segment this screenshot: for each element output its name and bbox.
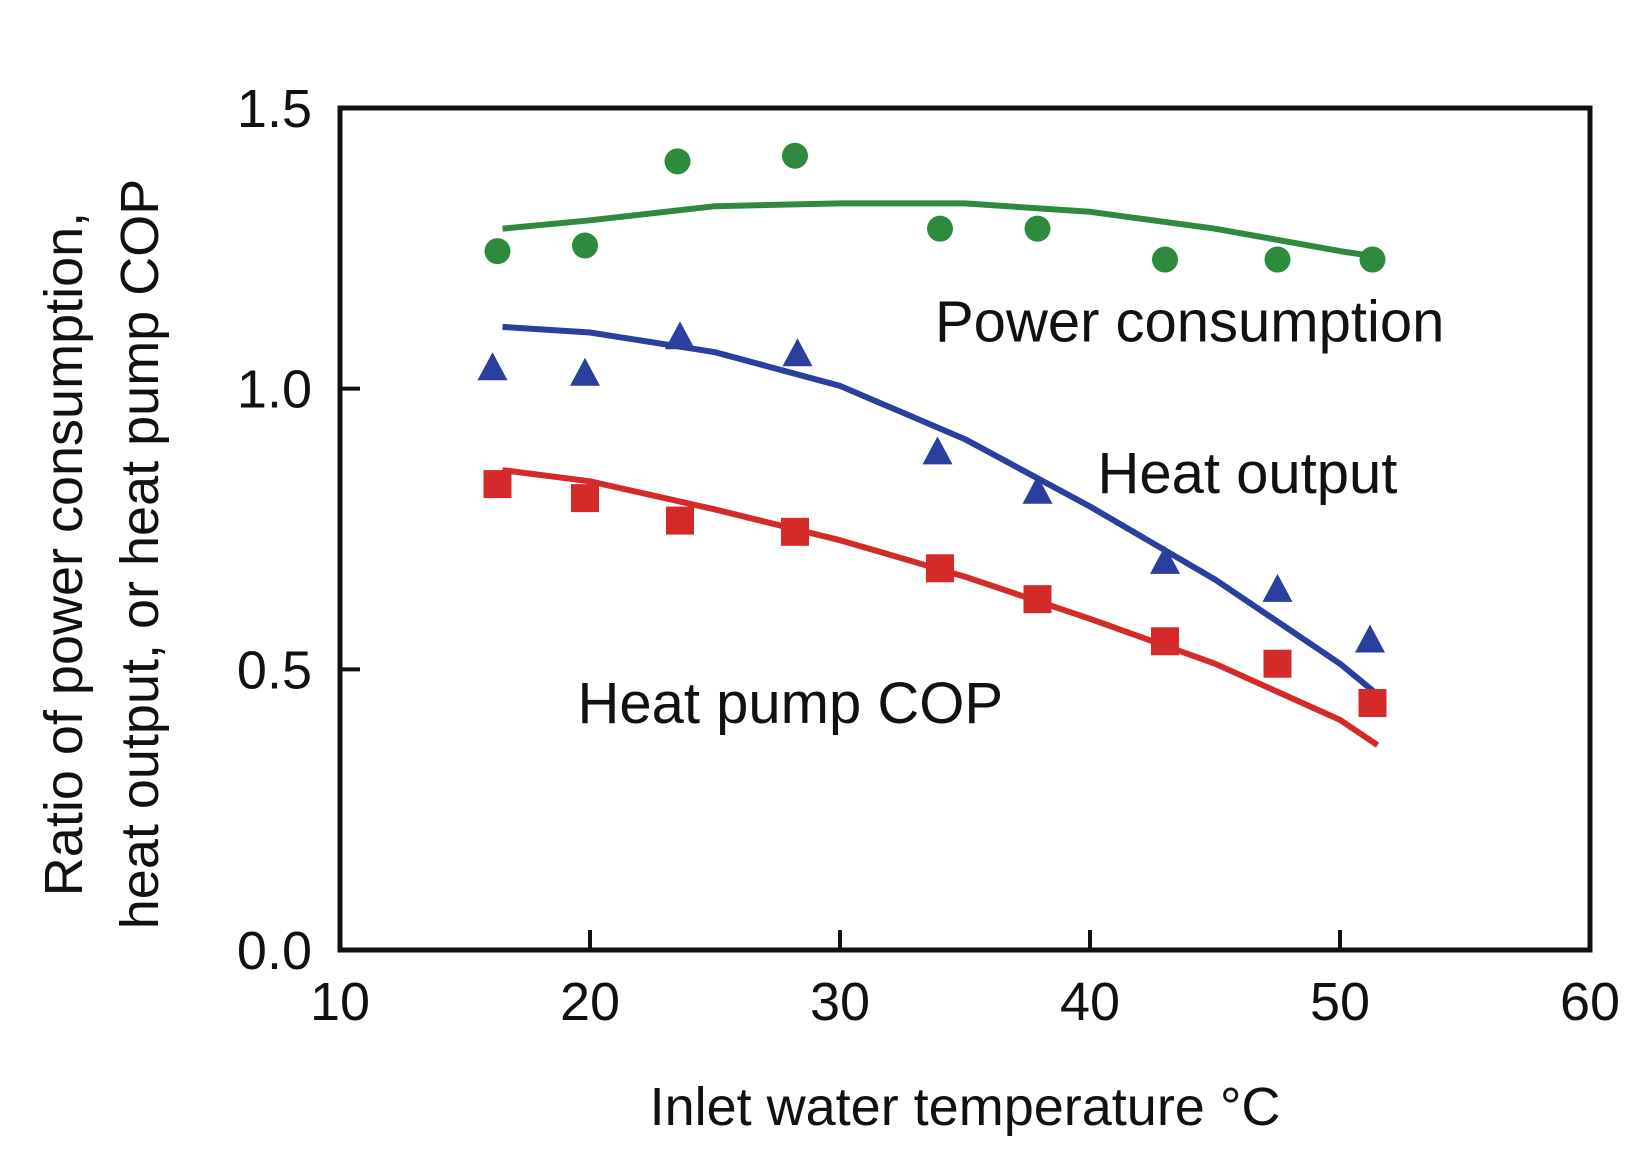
data-point-heat-output <box>1262 573 1293 602</box>
data-point-heat-pump-cop <box>781 517 809 546</box>
data-point-heat-pump-cop <box>666 506 694 535</box>
data-point-heat-pump-cop <box>1263 649 1292 678</box>
data-point-heat-output <box>477 352 508 381</box>
annotation-power-consumption: Power consumption <box>935 289 1444 354</box>
x-tick-label: 60 <box>1560 972 1620 1032</box>
data-point-heat-pump-cop <box>483 470 512 499</box>
series-annotations: Power consumption Heat output Heat pump CO… <box>578 289 1445 736</box>
annotation-heat-pump-cop: Heat pump COP <box>578 671 1004 736</box>
data-point-power-consumption <box>484 238 511 265</box>
fit-line-heat-pump-cop <box>502 467 1380 748</box>
x-axis-title: Inlet water temperature °C <box>650 1077 1281 1137</box>
plot-frame <box>337 105 1593 953</box>
data-point-heat-output <box>1150 545 1180 574</box>
x-tick-label: 50 <box>1310 972 1370 1032</box>
data-point-heat-output <box>665 321 695 350</box>
y-axis-title-line-1: Ratio of power consumption, <box>34 212 94 896</box>
data-point-power-consumption <box>572 232 598 259</box>
data-point-heat-pump-cop <box>1151 627 1179 656</box>
annotation-heat-output: Heat output <box>1098 441 1398 506</box>
data-point-power-consumption <box>1152 246 1178 273</box>
data-point-heat-pump-cop <box>571 484 599 513</box>
y-tick-label: 1.0 <box>237 360 312 420</box>
x-tick-label: 10 <box>310 972 370 1032</box>
data-point-power-consumption <box>1359 246 1386 273</box>
data-markers <box>477 142 1387 718</box>
fit-line-power-consumption <box>502 200 1378 260</box>
fit-lines <box>502 200 1380 748</box>
data-point-power-consumption <box>1024 215 1051 242</box>
data-point-heat-pump-cop <box>926 554 954 583</box>
x-tick-label: 20 <box>560 972 620 1032</box>
y-tick-label: 1.5 <box>237 79 312 139</box>
data-point-power-consumption <box>782 142 808 169</box>
axis-layer: 10 20 30 40 50 60 0.0 0.5 1.0 1.5 <box>237 79 1620 1032</box>
data-point-power-consumption <box>1264 246 1291 273</box>
data-point-power-consumption <box>927 215 953 242</box>
x-tick-label: 30 <box>810 972 870 1032</box>
data-point-heat-output <box>922 436 953 465</box>
data-point-heat-output <box>782 338 813 367</box>
y-axis-title-line-2: heat output, or heat pump COP <box>110 179 170 929</box>
data-point-heat-output <box>1022 475 1053 504</box>
axis-titles: Inlet water temperature °C Ratio of power… <box>34 179 1280 1137</box>
x-tick-label: 40 <box>1060 972 1120 1032</box>
fit-line-heat-output <box>502 323 1380 697</box>
y-tick-label: 0.0 <box>237 921 312 981</box>
data-point-heat-pump-cop <box>1023 585 1052 614</box>
data-point-heat-pump-cop <box>1358 689 1387 718</box>
data-point-heat-output <box>570 357 600 386</box>
data-point-heat-output <box>1355 624 1385 653</box>
data-point-power-consumption <box>664 148 691 175</box>
y-tick-label: 0.5 <box>237 640 312 700</box>
